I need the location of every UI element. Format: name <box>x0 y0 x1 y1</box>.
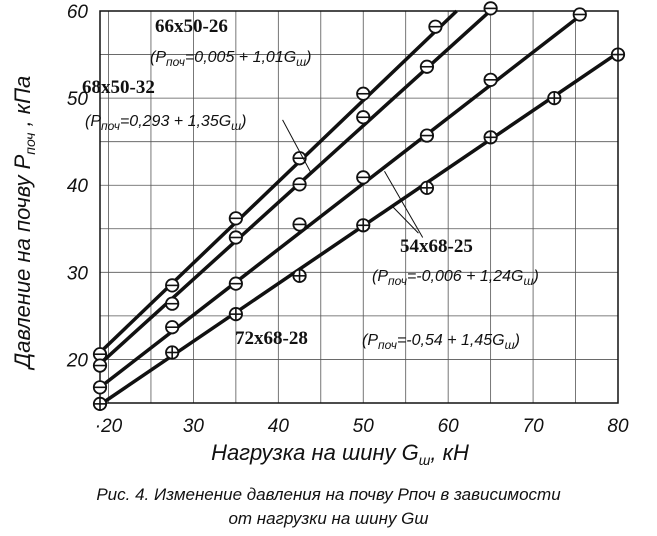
series-68x50-32 <box>92 1 498 373</box>
data-point <box>92 380 108 395</box>
series-line <box>98 9 458 354</box>
series-name-66x50-26: 66x50-26 <box>155 16 228 37</box>
data-point <box>92 347 108 362</box>
x-tick-label: 50 <box>353 416 375 437</box>
x-tick-label: 40 <box>268 416 290 437</box>
data-point <box>483 1 498 16</box>
data-point <box>610 47 626 62</box>
data-point <box>419 59 435 74</box>
data-point <box>165 278 180 293</box>
series-name-72x68-28: 72x68-28 <box>235 328 308 349</box>
data-point <box>165 320 180 335</box>
x-tick-label: 60 <box>438 416 460 437</box>
data-point <box>92 358 108 373</box>
data-point <box>165 296 180 311</box>
y-tick-label: 20 <box>66 350 89 371</box>
y-tick-label: 40 <box>67 176 89 197</box>
series-72x68-28 <box>92 47 626 411</box>
data-point <box>228 276 243 291</box>
grid <box>100 10 619 403</box>
x-tick-label: 70 <box>523 416 545 437</box>
x-tick-label: ·20 <box>95 416 123 437</box>
data-point <box>92 396 108 411</box>
series-line <box>98 11 586 389</box>
data-point <box>292 151 307 166</box>
data-point <box>547 91 562 106</box>
data-point <box>356 170 371 185</box>
data-point <box>292 177 307 192</box>
plot-frame <box>99 10 619 404</box>
data-point <box>356 110 371 125</box>
leader-lines <box>282 119 424 238</box>
series-54x68-25 <box>92 7 587 395</box>
series-name-68x50-32: 68x50-32 <box>82 77 155 98</box>
series-name-54x68-25: 54x68-25 <box>400 236 473 257</box>
leader-line <box>384 171 424 238</box>
data-point <box>419 128 435 143</box>
series-equation-66x50-26: (Pпоч=0,005 + 1,01Gш) <box>150 49 311 69</box>
figure-caption-line1: Рис. 4. Изменение давления на почву Pпоч… <box>96 485 561 504</box>
x-axis-title: Нагрузка на шину Gш, кН <box>211 440 469 468</box>
series-equation-54x68-25: (Pпоч=-0,006 + 1,24Gш) <box>372 268 539 288</box>
data-point <box>356 218 371 233</box>
series-layer <box>92 1 626 411</box>
leader-line <box>282 119 312 173</box>
data-point <box>228 307 243 322</box>
data-point <box>292 268 307 283</box>
data-point <box>483 130 498 145</box>
y-tick-label: 50 <box>67 89 89 110</box>
y-axis-title: Давление на почву Pпоч , кПа <box>10 76 38 372</box>
y-tick-label: 30 <box>67 263 89 284</box>
data-point <box>428 19 443 34</box>
figure-caption-line2: от нагрузки на шину Gш <box>228 509 429 528</box>
data-point <box>572 7 587 22</box>
data-point <box>356 86 371 101</box>
data-point <box>165 345 180 360</box>
tick-labels: ·20 30 40 50 60 70 80 20 30 40 50 60 <box>66 2 629 437</box>
pressure-load-chart: ·20 30 40 50 60 70 80 20 30 40 50 60 Нагрузка на ши… <box>10 1 629 468</box>
axes <box>99 10 619 404</box>
x-tick-label: 80 <box>607 416 629 437</box>
leader-line <box>392 206 419 234</box>
x-tick-label: 30 <box>183 416 205 437</box>
data-point <box>228 230 243 245</box>
data-point <box>419 180 435 195</box>
data-point <box>483 72 498 87</box>
series-equation-68x50-32: (Pпоч=0,293 + 1,35Gш) <box>85 113 246 133</box>
y-tick-label: 60 <box>67 2 89 23</box>
data-point <box>292 217 307 232</box>
series-equation-72x68-28: (Pпоч=-0,54 + 1,45Gш) <box>362 332 520 352</box>
data-point <box>228 211 243 226</box>
series-labels: 66x50-26 (Pпоч=0,005 + 1,01Gш) 68x50-32 … <box>82 16 539 352</box>
